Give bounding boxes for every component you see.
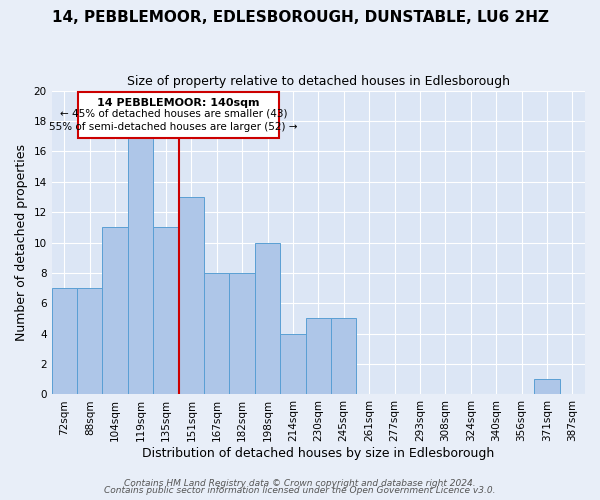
Bar: [229, 273, 255, 394]
Text: ← 45% of detached houses are smaller (43): ← 45% of detached houses are smaller (43…: [60, 109, 287, 119]
X-axis label: Distribution of detached houses by size in Edlesborough: Distribution of detached houses by size …: [142, 447, 494, 460]
Bar: [280, 334, 305, 394]
Text: 55% of semi-detached houses are larger (52) →: 55% of semi-detached houses are larger (…: [49, 122, 298, 132]
Y-axis label: Number of detached properties: Number of detached properties: [15, 144, 28, 341]
Text: Contains HM Land Registry data © Crown copyright and database right 2024.: Contains HM Land Registry data © Crown c…: [124, 478, 476, 488]
Title: Size of property relative to detached houses in Edlesborough: Size of property relative to detached ho…: [127, 75, 510, 88]
Bar: [179, 197, 204, 394]
Bar: [52, 288, 77, 395]
Bar: [128, 136, 153, 394]
Bar: [331, 318, 356, 394]
Text: Contains public sector information licensed under the Open Government Licence v3: Contains public sector information licen…: [104, 486, 496, 495]
Bar: [103, 228, 128, 394]
Bar: [153, 228, 179, 394]
Bar: [255, 242, 280, 394]
Bar: [534, 380, 560, 394]
Bar: [305, 318, 331, 394]
Text: 14 PEBBLEMOOR: 140sqm: 14 PEBBLEMOOR: 140sqm: [97, 98, 260, 108]
Bar: [77, 288, 103, 395]
FancyBboxPatch shape: [79, 92, 279, 138]
Text: 14, PEBBLEMOOR, EDLESBOROUGH, DUNSTABLE, LU6 2HZ: 14, PEBBLEMOOR, EDLESBOROUGH, DUNSTABLE,…: [52, 10, 548, 25]
Bar: [204, 273, 229, 394]
